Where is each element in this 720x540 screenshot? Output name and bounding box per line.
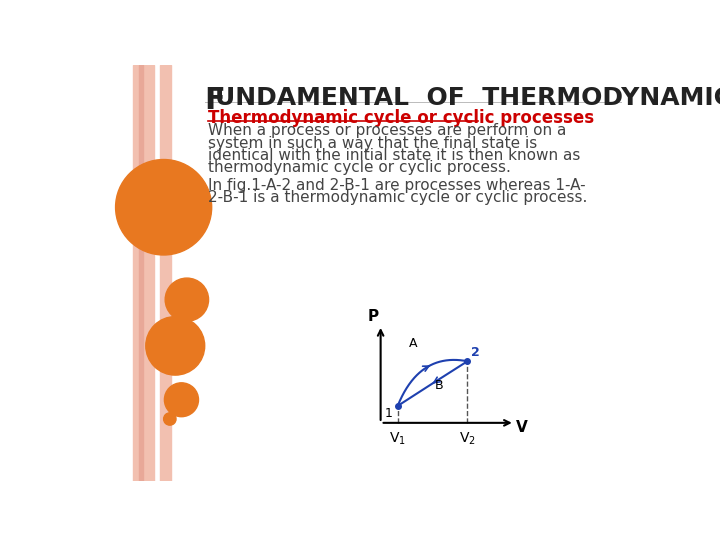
Text: F: F [204, 85, 225, 114]
Text: B: B [435, 379, 444, 392]
Text: system in such a way that the final state is: system in such a way that the final stat… [208, 136, 537, 151]
Text: thermodynamic cycle or cyclic process.: thermodynamic cycle or cyclic process. [208, 160, 510, 176]
Text: 2-B-1 is a thermodynamic cycle or cyclic process.: 2-B-1 is a thermodynamic cycle or cyclic… [208, 190, 588, 205]
Bar [132, 65, 147, 481]
Text: A: A [409, 338, 418, 350]
Text: 2: 2 [471, 346, 480, 359]
Bar [160, 65, 171, 481]
Text: V$_2$: V$_2$ [459, 430, 476, 447]
Text: V$_1$: V$_1$ [390, 430, 406, 447]
Text: V: V [516, 420, 528, 435]
Circle shape [145, 316, 204, 375]
Text: When a process or processes are perform on a: When a process or processes are perform … [208, 123, 566, 138]
Text: identical with the initial state it is then known as: identical with the initial state it is t… [208, 148, 580, 163]
Bar [139, 65, 143, 481]
Text: In fig.1-A-2 and 2-B-1 are processes whereas 1-A-: In fig.1-A-2 and 2-B-1 are processes whe… [208, 178, 585, 193]
Circle shape [164, 383, 199, 417]
Circle shape [116, 159, 212, 255]
Circle shape [163, 413, 176, 425]
Text: P: P [367, 308, 379, 323]
Text: UNDAMENTAL  OF  THERMODYNAMICS: UNDAMENTAL OF THERMODYNAMICS [215, 85, 720, 110]
Text: 1: 1 [385, 408, 393, 421]
Text: Thermodynamic cycle or cyclic processes: Thermodynamic cycle or cyclic processes [208, 110, 594, 127]
Bar [148, 65, 154, 481]
Circle shape [165, 278, 209, 321]
